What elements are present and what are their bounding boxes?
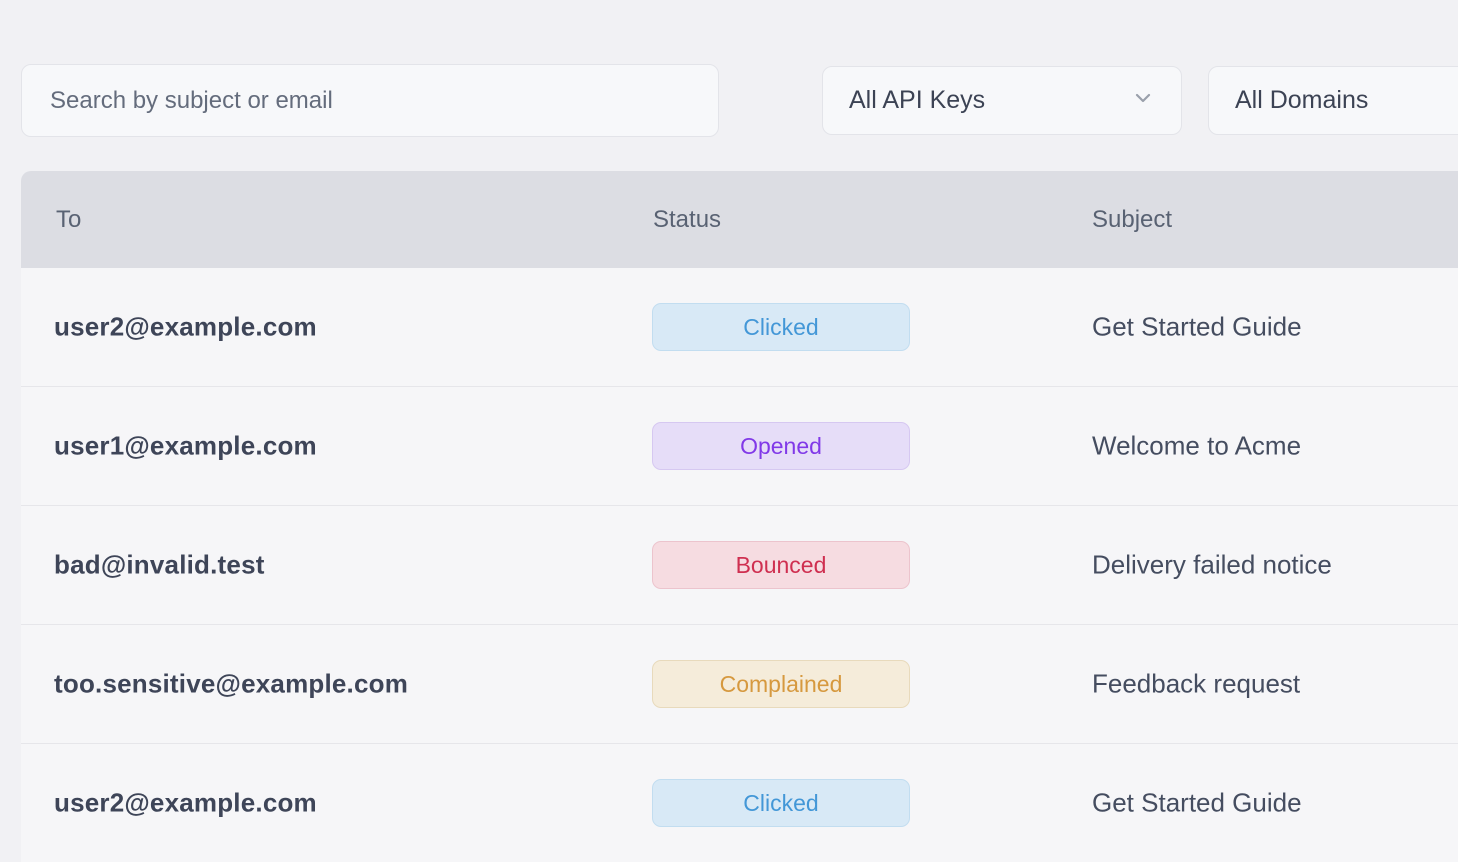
search-input[interactable] (21, 64, 719, 137)
domains-dropdown-value: All Domains (1235, 86, 1369, 114)
table-row[interactable]: too.sensitive@example.com Complained Fee… (21, 624, 1458, 743)
status-badge: Complained (652, 660, 910, 708)
column-header-subject: Subject (1092, 205, 1173, 233)
recipient-email: user1@example.com (54, 430, 317, 461)
table-header-row: To Status Subject (21, 171, 1458, 268)
status-badge: Opened (652, 422, 910, 470)
table-row[interactable]: user2@example.com Clicked Get Started Gu… (21, 743, 1458, 862)
recipient-email: user2@example.com (54, 311, 317, 342)
table-row[interactable]: bad@invalid.test Bounced Delivery failed… (21, 505, 1458, 624)
status-badge: Clicked (652, 779, 910, 827)
email-subject: Welcome to Acme (1092, 430, 1302, 461)
email-subject: Delivery failed notice (1092, 549, 1332, 580)
emails-table: To Status Subject user2@example.com Clic… (21, 171, 1458, 862)
recipient-email: too.sensitive@example.com (54, 668, 409, 699)
table-row[interactable]: user1@example.com Opened Welcome to Acme (21, 386, 1458, 505)
table-body: user2@example.com Clicked Get Started Gu… (21, 268, 1458, 862)
api-keys-dropdown-value: All API Keys (849, 86, 986, 114)
recipient-email: bad@invalid.test (54, 549, 265, 580)
column-header-to: To (56, 205, 82, 233)
table-row[interactable]: user2@example.com Clicked Get Started Gu… (21, 268, 1458, 386)
email-subject: Get Started Guide (1092, 311, 1302, 342)
email-subject: Get Started Guide (1092, 787, 1302, 818)
email-subject: Feedback request (1092, 668, 1301, 699)
recipient-email: user2@example.com (54, 787, 317, 818)
status-badge: Clicked (652, 303, 910, 351)
status-badge: Bounced (652, 541, 910, 589)
column-header-status: Status (653, 205, 722, 233)
chevron-down-icon (1131, 86, 1155, 115)
api-keys-dropdown[interactable]: All API Keys (822, 66, 1182, 135)
domains-dropdown[interactable]: All Domains (1208, 66, 1458, 135)
